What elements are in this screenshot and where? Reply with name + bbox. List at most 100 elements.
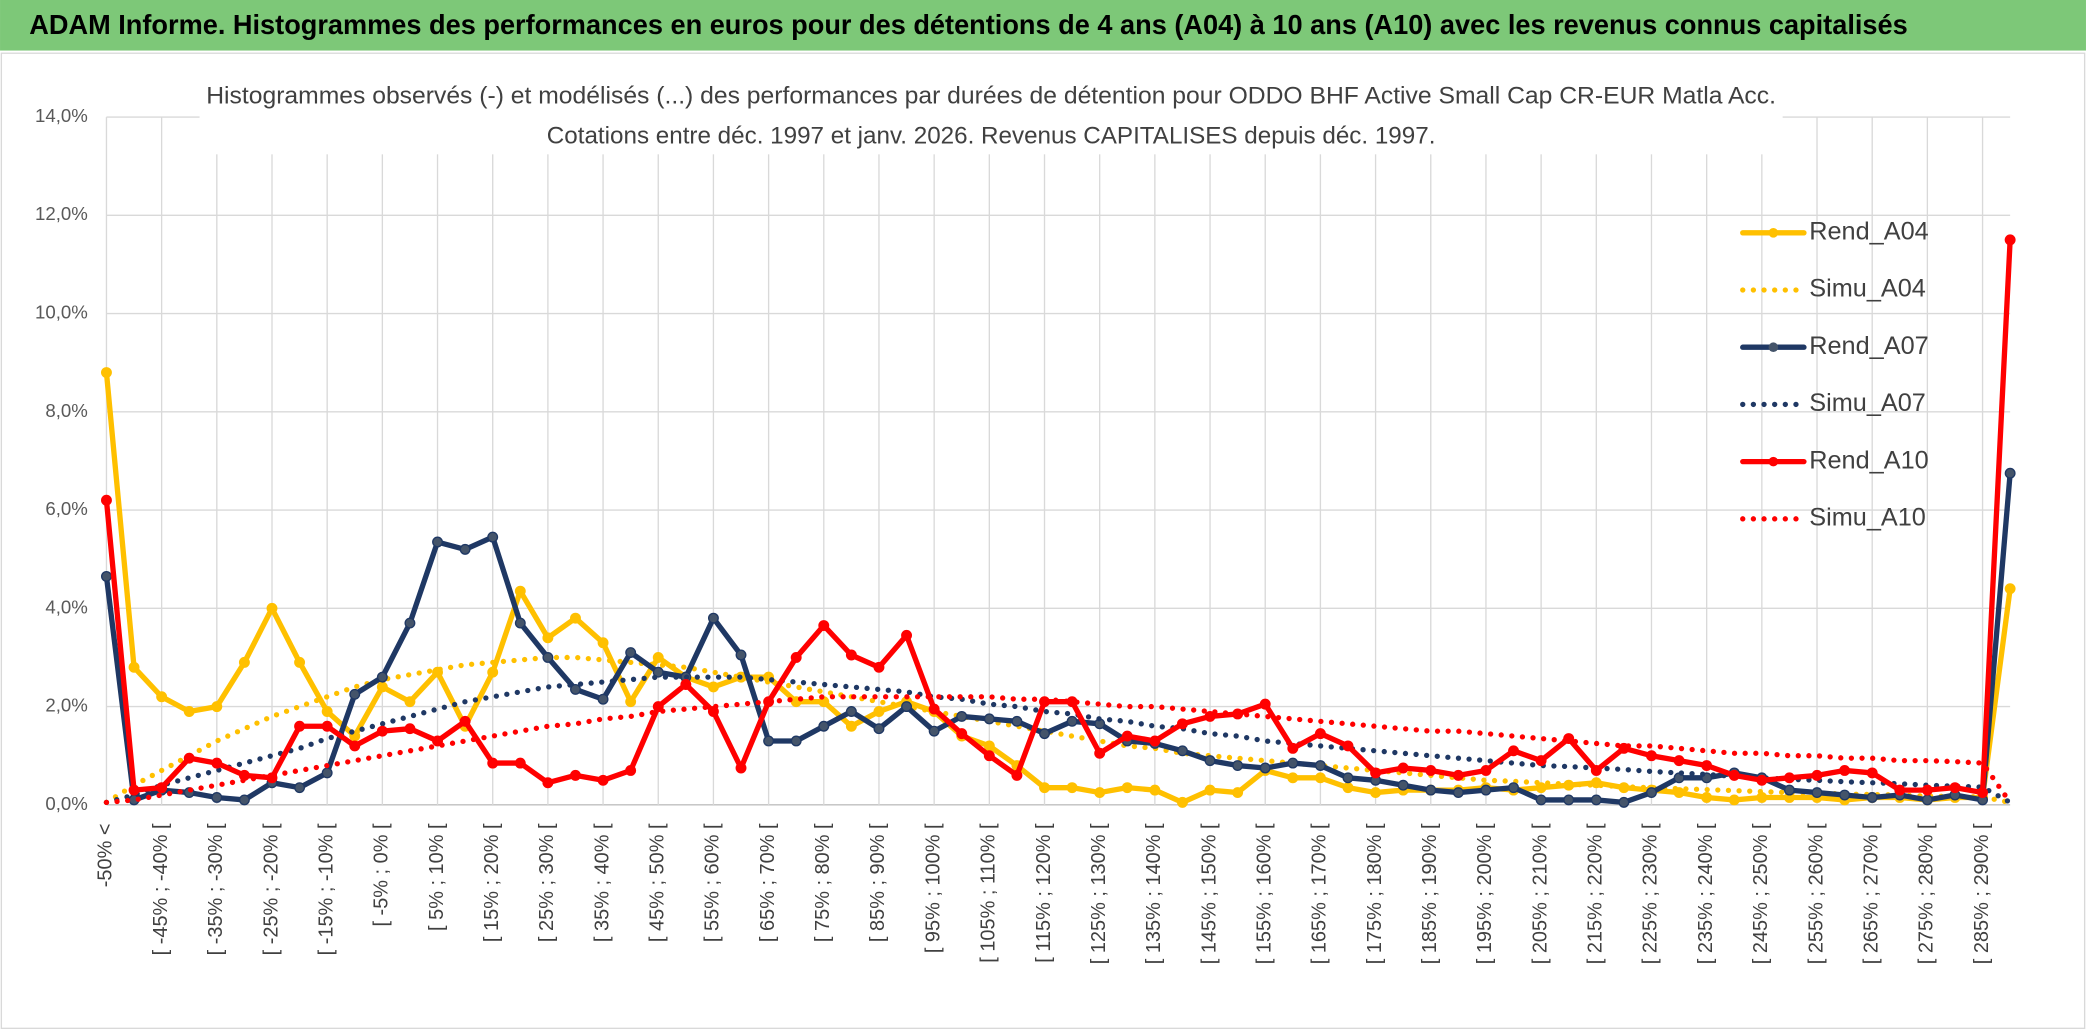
series-marker: [790, 652, 802, 663]
series-marker: [763, 735, 775, 747]
x-tick-label: [ -45% ; -40% [: [150, 823, 172, 955]
series-marker: [1121, 782, 1133, 794]
series-marker: [680, 679, 692, 690]
x-tick-label: [ -15% ; -10% [: [315, 823, 337, 955]
series-marker: [211, 757, 223, 769]
series-marker: [156, 782, 168, 794]
series-marker: [1370, 767, 1382, 779]
chart-frame: [0, 52, 2086, 1030]
legend-label: Simu_A10: [1809, 503, 1926, 531]
legend-marker: [1768, 342, 1779, 353]
series-marker: [1894, 784, 1906, 796]
series-marker: [707, 612, 719, 624]
series-marker: [901, 629, 913, 641]
series-marker: [1259, 762, 1271, 774]
series-marker: [404, 617, 416, 629]
series-marker: [1287, 757, 1299, 769]
title-bar: [0, 0, 2086, 51]
series-marker: [211, 792, 223, 803]
legend-marker: [1768, 456, 1779, 467]
x-tick-label: [ 55% ; 60% [: [702, 823, 724, 942]
series-marker: [1314, 760, 1326, 771]
series-marker: [542, 777, 554, 789]
x-tick-label: [ 165% ; 170% [: [1309, 823, 1331, 964]
legend-label: Rend_A04: [1809, 217, 1928, 245]
x-tick-label: [ 225% ; 230% [: [1640, 823, 1662, 964]
x-tick-label: [ 275% ; 280% [: [1916, 823, 1938, 964]
x-tick-label: [ 215% ; 220% [: [1585, 823, 1607, 964]
series-marker: [1314, 728, 1326, 740]
series-marker: [1452, 787, 1464, 799]
chart-title: ADAM Informe. Histogrammes des performan…: [29, 9, 1907, 40]
x-tick-label: [ 155% ; 160% [: [1253, 823, 1275, 964]
series-marker: [1701, 760, 1713, 771]
series-marker: [597, 637, 609, 649]
series-marker: [1783, 784, 1795, 796]
x-tick-label: [ 75% ; 80% [: [812, 823, 834, 942]
x-tick-label: [ 115% ; 120% [: [1033, 823, 1055, 963]
series-marker: [845, 706, 857, 717]
series-marker: [707, 681, 719, 693]
series-marker: [1866, 792, 1878, 803]
series-marker: [1066, 782, 1078, 794]
series-line: [103, 237, 2013, 796]
series-marker: [1176, 718, 1188, 730]
series-marker: [1535, 782, 1547, 794]
y-tick-label: 4,0%: [45, 596, 87, 617]
series-marker: [873, 706, 885, 717]
y-tick-label: 6,0%: [45, 498, 87, 519]
series-marker: [100, 494, 112, 506]
x-tick-label: [ -35% ; -30% [: [205, 823, 227, 955]
series-marker: [625, 765, 637, 776]
series-marker: [1756, 774, 1768, 786]
series-marker: [238, 656, 250, 668]
series-marker: [1342, 740, 1354, 752]
series-marker: [1094, 747, 1106, 759]
series-marker: [790, 735, 802, 747]
series-marker: [1232, 787, 1244, 799]
series-marker: [100, 367, 112, 378]
x-tick-label: [ 105% ; 110% [: [978, 823, 1000, 963]
series-marker: [1397, 779, 1409, 791]
series-marker: [956, 710, 968, 722]
x-tick-label: [ 145% ; 150% [: [1198, 823, 1220, 964]
series-marker: [1204, 755, 1216, 767]
series-marker: [1646, 750, 1657, 762]
series-marker: [156, 691, 168, 703]
series-marker: [1811, 769, 1823, 781]
series-marker: [2004, 583, 2016, 595]
x-tick-label: [ 5% ; 10% [: [426, 823, 448, 931]
series-marker: [1149, 735, 1161, 747]
x-tick-label: [ 45% ; 50% [: [647, 823, 669, 942]
x-tick-label: -50% <: [95, 823, 117, 887]
series-marker: [183, 752, 195, 764]
series-marker: [128, 661, 140, 673]
series-marker: [1287, 772, 1299, 784]
series-marker: [873, 661, 885, 673]
legend-label: Simu_A07: [1809, 389, 1926, 417]
series-marker: [1176, 745, 1188, 757]
series-marker: [432, 536, 443, 548]
series-marker: [1508, 782, 1519, 794]
x-tick-label: [ 185% ; 190% [: [1419, 823, 1441, 964]
series-marker: [1011, 769, 1023, 781]
series-marker: [1701, 792, 1713, 803]
series-marker: [956, 728, 968, 740]
series-line: [103, 470, 2013, 806]
series-marker: [625, 696, 637, 708]
x-tick-label: [ 95% ; 100% [: [922, 823, 944, 953]
y-tick-label: 8,0%: [45, 400, 87, 421]
series-marker: [983, 740, 995, 752]
x-tick-label: [ 265% ; 270% [: [1860, 823, 1882, 964]
series-marker: [1011, 715, 1023, 727]
series-marker: [1397, 762, 1409, 774]
chart-subtitle: Histogrammes observés (-) et modélisés (…: [206, 82, 1776, 109]
x-tick-label: [ 65% ; 70% [: [757, 823, 779, 942]
series-marker: [1673, 755, 1685, 767]
series-marker: [1232, 760, 1244, 771]
series-marker: [1977, 787, 1989, 799]
x-tick-label: [ 245% ; 250% [: [1750, 823, 1772, 964]
series-marker: [294, 656, 306, 668]
series-marker: [1314, 772, 1326, 784]
